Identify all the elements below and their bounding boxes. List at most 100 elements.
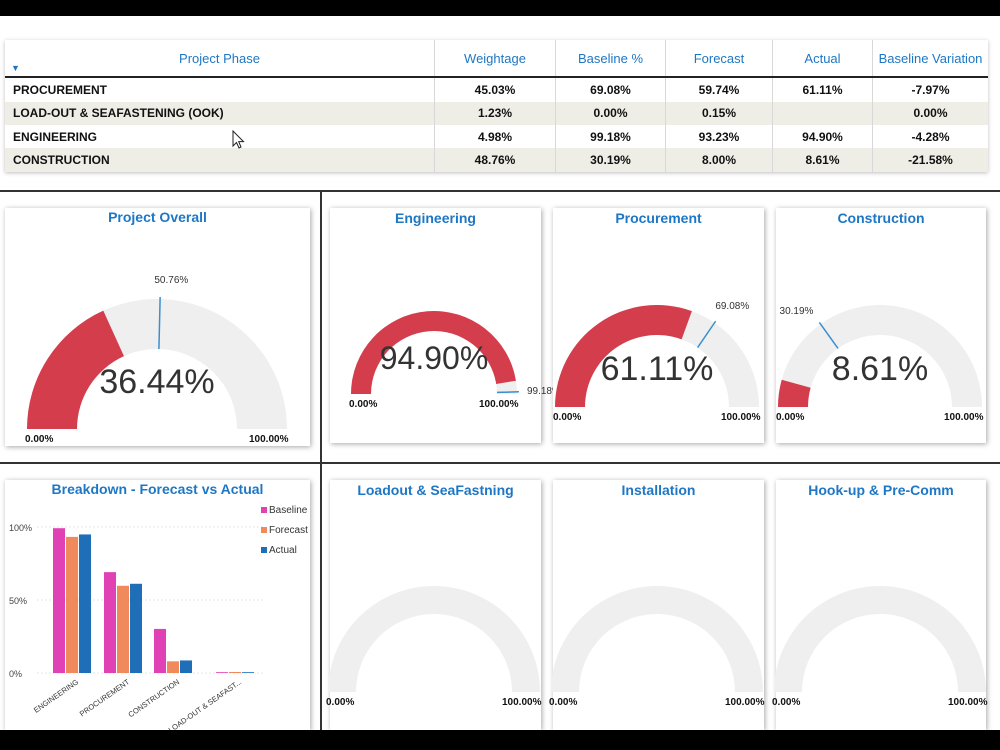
x-category-label: PROCUREMENT: [78, 677, 132, 718]
gauge-panel-hookup-precomm[interactable]: Hook-up & Pre-Comm 0.00% 100.00%: [772, 480, 987, 730]
gauge-title: Hook-up & Pre-Comm: [808, 482, 954, 498]
divider: [320, 192, 322, 730]
gauge-chart: [555, 305, 759, 407]
gauge-min-label: 0.00%: [25, 434, 54, 445]
y-tick-label: 0%: [9, 669, 22, 679]
breakdown-chart-panel[interactable]: Breakdown - Forecast vs Actual 100% 50% 0%…: [5, 480, 310, 730]
gauge-value: 94.90%: [379, 340, 489, 376]
gauge-chart: [778, 305, 982, 407]
legend-forecast[interactable]: Forecast: [261, 525, 308, 536]
gauge-max-label: 100.00%: [721, 412, 761, 423]
table-row[interactable]: LOAD-OUT & SEAFASTENING (OOK) 1.23% 0.00…: [5, 101, 988, 126]
header-project-phase[interactable]: Project Phase ▼: [5, 40, 435, 78]
bar-actual[interactable]: [130, 583, 142, 673]
gauge-panel-construction[interactable]: Construction 30.19% 8.61% 0.00% 100.00%: [776, 208, 986, 443]
gauge-target-marker: [158, 297, 161, 350]
gauge-max-label: 100.00%: [479, 399, 519, 410]
gauge-fill: [27, 310, 124, 429]
cell-actual: 94.90%: [772, 125, 873, 149]
bar-chart: 100% 50% 0% ENGINEERINGPROCUREMENTCONSTRUCT…: [9, 523, 263, 730]
divider: [0, 190, 1000, 192]
cell-variation: 0.00%: [872, 101, 988, 126]
cell-phase: LOAD-OUT & SEAFASTENING (OOK): [5, 101, 435, 126]
gauge-panel-loadout-seafastning[interactable]: Loadout & SeaFastning 0.00% 100.00%: [326, 480, 541, 730]
cell-actual: 61.11%: [772, 77, 873, 102]
bar-forecast[interactable]: [117, 585, 129, 673]
cell-forecast: 0.15%: [665, 101, 773, 126]
gauge-fill: [778, 379, 811, 407]
cell-variation: -7.97%: [872, 77, 988, 102]
gauge-max-label: 100.00%: [944, 412, 984, 423]
header-forecast[interactable]: Forecast: [665, 40, 773, 78]
gauge-min-label: 0.00%: [772, 697, 801, 708]
legend-label: Actual: [269, 545, 297, 556]
gauge-chart: [351, 311, 519, 394]
gauge-chart: [774, 586, 986, 692]
bar-baseline[interactable]: [154, 628, 166, 673]
cell-actual: [772, 101, 873, 126]
gauge-max-label: 100.00%: [725, 697, 765, 708]
gauge-fill: [555, 305, 692, 407]
chart-title: Breakdown - Forecast vs Actual: [51, 481, 264, 497]
gauge-panel-project-overall[interactable]: Project Overall 50.76% 36.44% 0.00% 100.00%: [5, 208, 310, 446]
header-weightage[interactable]: Weightage: [434, 40, 556, 78]
gauge-chart: [328, 586, 540, 692]
gauge-target-marker: [496, 391, 519, 394]
gauge-target-label: 30.19%: [779, 306, 814, 318]
gauge-target-label: 99.18%: [526, 385, 561, 397]
gauge-min-label: 0.00%: [326, 697, 355, 708]
cell-weightage: 45.03%: [434, 77, 556, 102]
bar-forecast[interactable]: [229, 672, 241, 673]
cell-variation: -4.28%: [872, 125, 988, 149]
cell-weightage: 48.76%: [434, 148, 556, 172]
project-phase-table: Project Phase ▼ Weightage Baseline % For…: [5, 40, 988, 172]
gauge-value: 36.44%: [99, 363, 215, 401]
bar-baseline[interactable]: [216, 672, 228, 673]
gauge-title: Construction: [837, 210, 925, 226]
gauge-target-label: 50.76%: [154, 275, 189, 287]
gauge-min-label: 0.00%: [553, 412, 582, 423]
gauge-track: [551, 586, 763, 692]
cell-actual: 8.61%: [772, 148, 873, 172]
gauge-min-label: 0.00%: [776, 412, 805, 423]
legend-swatch-forecast: [261, 527, 267, 533]
gauge-track: [774, 586, 986, 692]
gauge-title: Loadout & SeaFastning: [357, 482, 514, 498]
bar-actual[interactable]: [242, 672, 254, 673]
cell-baseline: 0.00%: [555, 101, 666, 126]
header-baseline[interactable]: Baseline %: [555, 40, 666, 78]
x-category-label: CONSTRUCTION: [126, 677, 181, 719]
bar-actual[interactable]: [180, 660, 192, 673]
gauge-target-marker: [697, 320, 717, 348]
dashboard-screen: Project Phase ▼ Weightage Baseline % For…: [0, 16, 1000, 730]
cell-weightage: 4.98%: [434, 125, 556, 149]
y-tick-label: 100%: [9, 523, 32, 533]
sort-down-icon[interactable]: ▼: [11, 63, 20, 73]
bar-forecast[interactable]: [167, 661, 179, 673]
legend-label: Forecast: [269, 525, 308, 536]
table-row[interactable]: PROCUREMENT 45.03% 69.08% 59.74% 61.11% …: [5, 77, 988, 102]
header-actual[interactable]: Actual: [772, 40, 873, 78]
bar-actual[interactable]: [79, 534, 91, 673]
legend-swatch-baseline: [261, 507, 267, 513]
divider: [0, 462, 1000, 464]
table-row[interactable]: CONSTRUCTION 48.76% 30.19% 8.00% 8.61% -…: [5, 148, 988, 172]
gauge-value: 61.11%: [600, 350, 714, 388]
legend-baseline[interactable]: Baseline: [261, 505, 307, 516]
gauge-panel-installation[interactable]: Installation 0.00% 100.00%: [549, 480, 765, 730]
legend-actual[interactable]: Actual: [261, 545, 297, 556]
cell-phase: CONSTRUCTION: [5, 148, 435, 172]
gauge-track: [778, 305, 982, 407]
gauge-panel-engineering[interactable]: Engineering 99.18% 94.90% 0.00% 100.00%: [330, 208, 561, 443]
gauge-fill: [351, 311, 516, 394]
bar-forecast[interactable]: [66, 536, 78, 673]
gauge-panel-procurement[interactable]: Procurement 69.08% 61.11% 0.00% 100.00%: [553, 208, 764, 443]
header-baseline-variation[interactable]: Baseline Variation: [872, 40, 988, 78]
bar-baseline[interactable]: [104, 572, 116, 673]
bar-baseline[interactable]: [53, 528, 65, 673]
cell-forecast: 59.74%: [665, 77, 773, 102]
table-row[interactable]: ENGINEERING 4.98% 99.18% 93.23% 94.90% -…: [5, 125, 988, 149]
y-tick-label: 50%: [9, 596, 27, 606]
cell-baseline: 30.19%: [555, 148, 666, 172]
gauge-target-marker: [818, 322, 839, 349]
